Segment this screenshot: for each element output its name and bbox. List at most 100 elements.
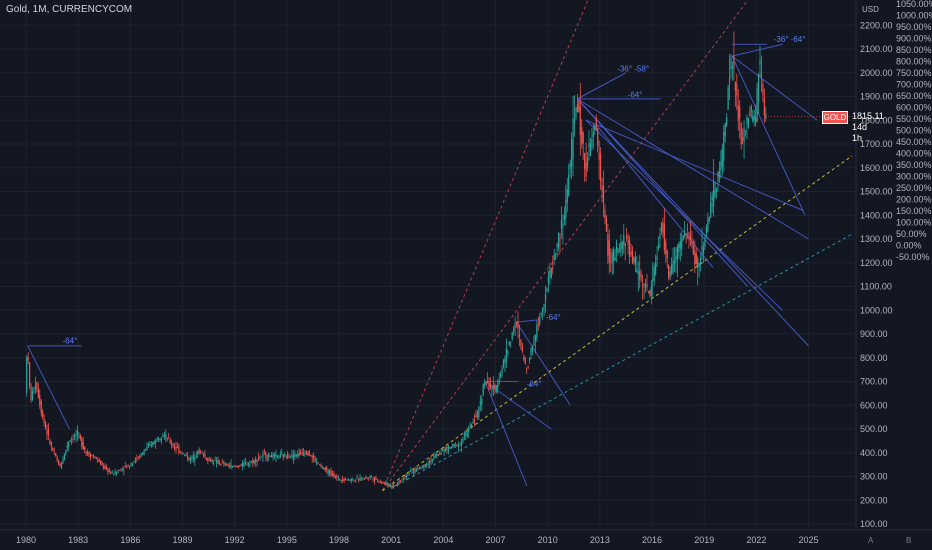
candle-body [727,87,729,110]
price-tick-label: 2100.00 [860,44,893,54]
angle-annotation: -64° [63,337,78,346]
price-tick-label: 1800.00 [860,115,893,125]
candle-body [47,429,50,435]
percent-tick-label: 1050.00% [896,0,932,9]
price-axis[interactable]: 100.00 200.00 300.00 400.00 500.00 600.00 700.… [860,20,893,529]
candle-body [630,251,632,255]
candle-body [27,357,29,361]
candle-body [275,453,277,457]
candle-body [755,117,757,123]
candle-body [304,453,306,455]
candle-body [300,452,302,455]
candle-body [653,267,655,280]
log-scale-button[interactable]: B [906,536,912,545]
candle-body [366,477,368,479]
candle-body [637,271,639,274]
candle-body [662,222,664,234]
candle-body [418,467,421,469]
candle-body [240,464,242,466]
candle-body [510,342,512,344]
candle-body [639,270,641,280]
candle-body [247,463,250,465]
candle-body [181,452,183,454]
candle-body [689,236,692,240]
candle-body [340,479,342,481]
candle-body [50,442,52,448]
candle-body [311,455,313,458]
candle-body [542,307,544,312]
candle-body [660,222,663,232]
time-axis[interactable]: 1980 1983 1986 1989 1992 1995 1998 2001 2004 2007… [16,535,819,545]
candle-body [478,406,480,417]
candle-body [111,472,113,474]
candle-body [315,460,318,462]
candle-body [475,415,477,418]
candle-body [585,162,587,177]
angle-annotation: -64° [628,91,643,100]
candle-body [46,429,48,435]
candle-body [440,453,442,455]
candle-body [598,152,600,161]
candle-body [278,456,280,458]
percent-tick-label: 50.00% [896,229,927,239]
candle-body [733,56,735,69]
candle-body [643,283,645,285]
candle-body [285,455,287,457]
candle-body [363,478,365,480]
candle-body [82,442,84,449]
candle-body [334,476,336,478]
time-tick-label: 2010 [538,535,558,545]
candle-body [301,451,303,454]
candle-body [579,105,581,135]
candle-body [100,460,102,465]
candle-body [140,453,142,456]
candle-body [694,251,696,264]
candle-body [355,480,357,482]
candle-body [307,453,309,456]
candle-body [143,451,145,455]
candle-body [163,435,165,437]
candle-body [373,476,376,481]
candle-body [146,446,148,451]
candle-body [578,101,580,113]
candle-body [313,456,315,459]
candle-body [553,254,555,259]
candle-body [156,438,158,440]
candle-body [688,232,690,239]
price-tag-symbol: GOLD [822,111,848,124]
candle-body [604,209,606,218]
candle-body [201,452,203,454]
time-tick-label: 1989 [172,535,192,545]
candle-body [223,462,225,464]
candle-body [107,469,109,472]
candle-body [549,270,551,278]
candle-body [705,227,707,234]
candle-body [118,470,121,471]
auto-scale-button[interactable]: A [868,536,874,545]
time-tick-label: 2025 [799,535,819,545]
price-tick-label: 300.00 [860,472,888,482]
candle-body [539,316,541,324]
candle-body [443,448,445,452]
candle-body [753,115,755,121]
candle-body [613,250,615,261]
time-tick-label: 2022 [746,535,766,545]
candle-body [65,449,67,454]
candle-body [207,458,209,462]
percent-axis[interactable]: 1050.00% 1000.00%950.00% 900.00%850.00% 800… [896,0,932,262]
candle-body [414,469,416,472]
candle-body [147,443,150,446]
candle-body [213,462,215,464]
candle-body [215,460,218,463]
candle-body [97,459,99,462]
candle-body [273,454,276,456]
candle-body [628,240,631,257]
candle-body [484,383,486,386]
candle-body [472,422,474,424]
candle-body [476,412,479,418]
candle-body [669,271,671,277]
candle-body [447,446,450,451]
percent-tick-label: 700.00% [896,80,932,90]
fan-line [596,124,714,268]
